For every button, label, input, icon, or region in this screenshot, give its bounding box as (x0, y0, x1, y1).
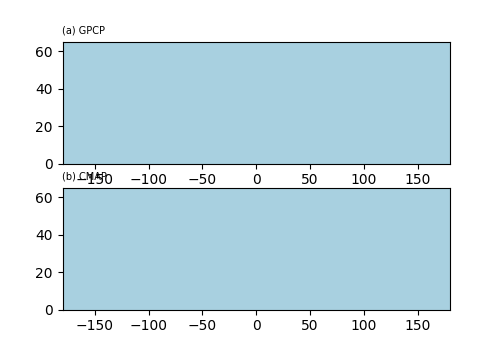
Text: (b) CMAP: (b) CMAP (62, 172, 108, 182)
Text: (a) GPCP: (a) GPCP (62, 25, 106, 35)
